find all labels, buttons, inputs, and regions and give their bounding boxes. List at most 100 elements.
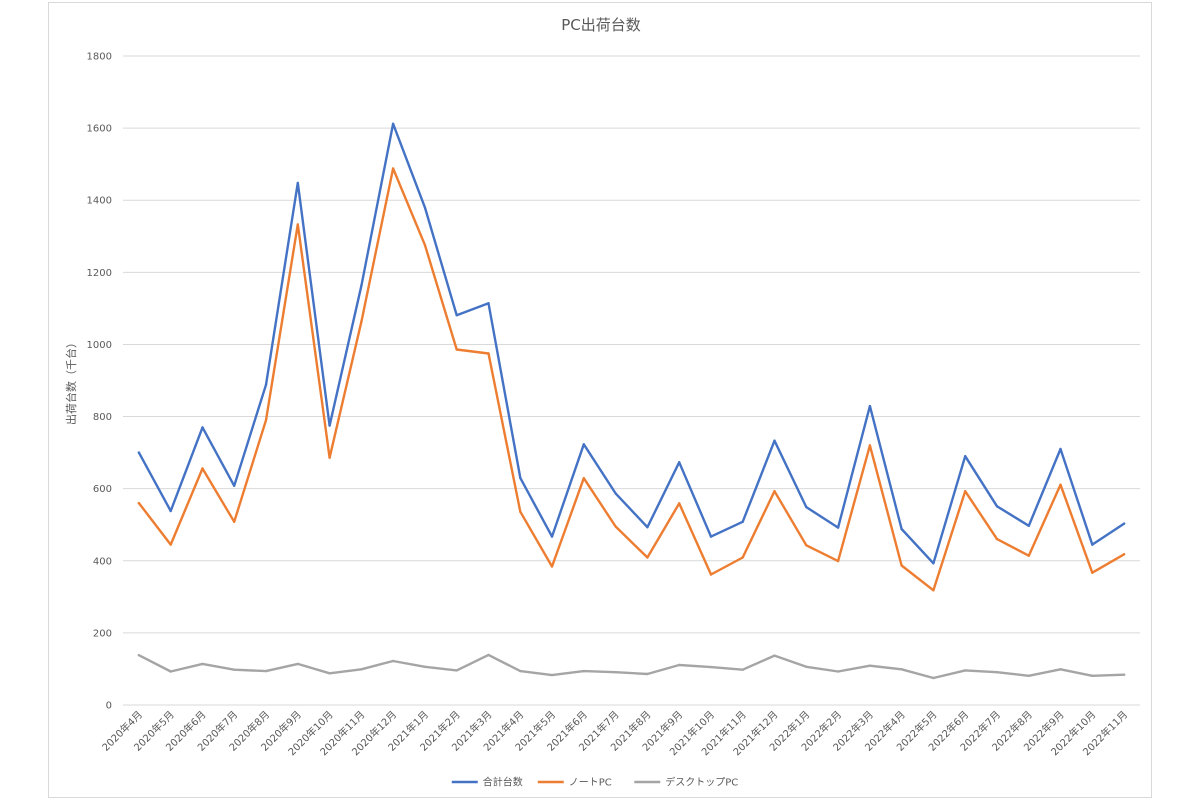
data-point — [1122, 673, 1126, 676]
y-tick-label: 1400 — [87, 196, 112, 207]
data-point — [773, 654, 776, 657]
data-point — [1091, 571, 1094, 574]
data-point — [1091, 543, 1094, 546]
data-point — [614, 492, 617, 495]
data-point — [836, 526, 840, 529]
data-point — [678, 502, 681, 505]
y-tick-label: 800 — [93, 412, 112, 423]
data-point — [328, 424, 331, 427]
data-point — [964, 669, 967, 672]
data-point — [995, 505, 999, 508]
data-point — [932, 676, 935, 680]
gridlines — [123, 55, 1140, 706]
data-point — [1122, 553, 1126, 556]
data-point — [900, 564, 903, 567]
data-point — [550, 535, 554, 538]
data-point — [1091, 674, 1094, 677]
data-point — [423, 665, 427, 668]
data-point — [1059, 447, 1062, 451]
data-point — [646, 526, 649, 529]
data-point — [1027, 674, 1030, 677]
data-point — [1059, 483, 1062, 486]
data-point — [868, 444, 872, 447]
data-point — [1122, 522, 1126, 525]
data-point — [646, 556, 649, 559]
y-axis-label: 出荷台数（千台） — [64, 337, 78, 425]
series-line-1 — [137, 122, 1126, 565]
data-point — [455, 314, 458, 317]
data-point — [328, 456, 331, 459]
data-point — [519, 669, 522, 673]
data-point — [360, 284, 363, 287]
data-point — [455, 348, 458, 351]
data-point — [360, 668, 363, 671]
data-point — [932, 562, 935, 565]
data-point — [995, 537, 999, 541]
data-point — [678, 461, 681, 464]
data-point — [169, 509, 172, 513]
data-point — [519, 510, 522, 513]
data-point — [296, 181, 299, 185]
y-tick-label: 1000 — [87, 340, 112, 351]
data-point — [678, 663, 681, 667]
data-point — [391, 659, 395, 663]
chart-frame: PC出荷台数 出荷台数（千台） 0 200 400 600 800 1000 1200 140… — [48, 2, 1152, 798]
y-tick-labels: 0 200 400 600 800 1000 1200 1400 1600 1800 — [87, 52, 112, 712]
data-point — [582, 477, 585, 480]
data-point — [264, 669, 268, 673]
data-point — [391, 167, 395, 170]
data-point — [201, 467, 204, 470]
data-point — [487, 653, 490, 657]
data-point — [519, 476, 522, 480]
data-point — [805, 505, 808, 509]
data-point — [805, 665, 808, 668]
legend-label: デスクトップPC — [665, 776, 738, 789]
y-tick-label: 1600 — [87, 124, 112, 135]
legend: 合計台数 ノートPC デスクトップPC — [451, 776, 738, 789]
data-point — [805, 544, 808, 547]
data-point — [932, 589, 935, 592]
data-point — [391, 122, 395, 126]
data-point — [1027, 524, 1030, 527]
data-point — [233, 484, 236, 487]
series-line-2 — [137, 167, 1126, 592]
legend-label: 合計台数 — [483, 776, 523, 789]
y-tick-label: 600 — [93, 484, 112, 495]
data-point — [423, 243, 427, 247]
y-tick-label: 200 — [93, 628, 112, 639]
x-tick-labels: 2020年4月2020年5月2020年6月2020年7月2020年8月2020年… — [99, 708, 1130, 758]
data-point — [169, 543, 172, 546]
data-point — [169, 670, 172, 673]
data-point — [328, 672, 331, 675]
data-point — [360, 320, 363, 323]
chart-title: PC出荷台数 — [561, 16, 641, 34]
data-point — [773, 439, 776, 442]
data-point — [900, 668, 903, 671]
data-point — [296, 223, 299, 226]
data-point — [741, 520, 744, 523]
data-point — [836, 559, 840, 563]
data-point — [487, 302, 490, 305]
data-point — [201, 662, 204, 666]
y-tick-label: 400 — [93, 556, 112, 567]
series-lines — [137, 122, 1126, 680]
data-point — [423, 206, 427, 209]
data-point — [773, 490, 776, 493]
data-point — [201, 426, 204, 429]
data-point — [264, 383, 268, 386]
data-point — [137, 451, 141, 454]
data-point — [296, 662, 299, 666]
data-point — [836, 670, 840, 673]
data-point — [868, 664, 872, 667]
data-point — [614, 525, 617, 528]
data-point — [868, 404, 872, 408]
series-line-3 — [137, 653, 1126, 680]
data-point — [137, 501, 141, 505]
data-point — [550, 673, 554, 677]
y-tick-label: 0 — [106, 701, 112, 712]
data-point — [233, 520, 236, 523]
data-point — [233, 668, 236, 671]
data-point — [709, 573, 713, 576]
data-point — [582, 669, 585, 673]
data-point — [550, 565, 554, 568]
